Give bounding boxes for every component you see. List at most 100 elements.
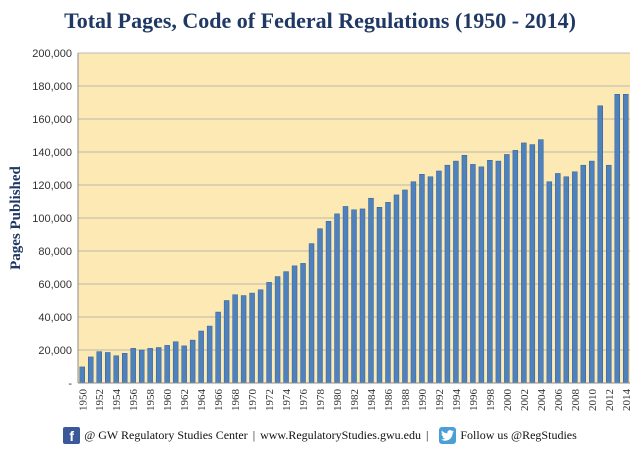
y-tick-label: 60,000 (38, 279, 72, 291)
y-tick-label: 40,000 (38, 312, 72, 324)
y-tick-label: 20,000 (38, 345, 72, 357)
bar-1969 (240, 295, 247, 384)
bar-1975 (291, 265, 298, 384)
bar-1976 (300, 263, 306, 384)
x-tick-label: 1994 (451, 389, 463, 412)
x-tick-label: 1962 (179, 389, 191, 411)
bar-1971 (257, 289, 264, 384)
bar-2008 (572, 171, 578, 384)
bar-1993 (444, 164, 451, 384)
x-tick-label: 1966 (213, 389, 225, 412)
bar-1964 (198, 330, 204, 384)
x-tick-label: 2002 (519, 389, 531, 411)
bar-1998 (487, 160, 493, 384)
bar-1974 (283, 271, 289, 384)
x-tick-label: 1988 (400, 389, 412, 412)
footer-website-link[interactable]: www.RegulatoryStudies.gwu.edu (260, 427, 421, 442)
bar-2013 (614, 94, 620, 384)
bar-2003 (529, 144, 536, 384)
bar-1990 (419, 174, 425, 384)
footer-follow-text[interactable]: Follow us @RegStudies (460, 427, 577, 442)
y-tick-label: 80,000 (38, 246, 72, 258)
chart-title: Total Pages, Code of Federal Regulations… (64, 8, 576, 33)
bar-2012 (606, 164, 612, 384)
x-tick-label: 2010 (587, 389, 599, 412)
x-tick-label: 1960 (162, 389, 174, 412)
bar-1950 (79, 366, 85, 384)
bar-1973 (274, 276, 281, 384)
bar-1977 (308, 243, 315, 384)
bar-1954 (113, 355, 119, 384)
twitter-icon[interactable] (439, 426, 457, 444)
bar-1967 (223, 300, 230, 384)
x-tick-label: 1954 (111, 389, 123, 412)
footer: f @ GW Regulatory Studies Center | www.R… (0, 423, 640, 447)
x-tick-label: 1972 (264, 389, 276, 411)
bar-1970 (249, 292, 255, 384)
bar-2002 (521, 142, 527, 384)
bar-1952 (96, 351, 102, 384)
bar-1962 (181, 345, 187, 384)
bar-1956 (130, 348, 136, 384)
bar-1959 (155, 347, 162, 384)
x-tick-label: 1964 (196, 389, 208, 412)
bar-1965 (206, 325, 213, 384)
bar-2004 (538, 139, 544, 384)
y-tick-label: 120,000 (32, 180, 72, 192)
footer-organization: @ GW Regulatory Studies Center (84, 427, 248, 442)
bar-1960 (164, 345, 170, 384)
bar-1997 (478, 166, 485, 384)
x-tick-label: 1980 (332, 389, 344, 412)
bar-2014 (623, 94, 629, 384)
bar-1996 (470, 164, 476, 384)
x-tick-label: 2012 (604, 389, 616, 411)
bar-1991 (427, 176, 434, 384)
x-tick-label: 1986 (383, 389, 395, 412)
bar-1985 (376, 207, 383, 384)
footer-separator-2: | (425, 427, 429, 442)
x-tick-label: 1970 (247, 389, 259, 412)
bar-1992 (436, 170, 442, 384)
y-axis-label: Pages Published (8, 165, 24, 269)
bar-1958 (147, 348, 153, 384)
x-tick-label: 2000 (502, 389, 514, 412)
y-axis-ticks: - 20,000 40,000 60,000 80,000 100,000 120,000 1… (32, 48, 72, 390)
bar-2000 (504, 154, 510, 384)
x-tick-label: 1984 (366, 389, 378, 412)
facebook-icon[interactable]: f (63, 426, 81, 444)
bar-1951 (88, 356, 94, 384)
x-tick-label: 1952 (94, 389, 106, 411)
bar-2009 (580, 164, 587, 384)
x-tick-label: 1950 (77, 389, 89, 412)
bar-1981 (342, 206, 349, 384)
bar-2006 (555, 173, 561, 384)
bar-1988 (402, 189, 408, 384)
x-tick-label: 2008 (570, 389, 582, 412)
bar-1957 (138, 349, 145, 384)
bar-1966 (215, 311, 221, 384)
bar-2010 (589, 160, 595, 384)
x-tick-label: 2014 (621, 389, 633, 412)
y-tick-label: 180,000 (32, 81, 72, 93)
bar-1984 (368, 197, 374, 384)
x-tick-label: 1992 (434, 389, 446, 411)
bar-1979 (325, 221, 332, 384)
y-tick-label: 200,000 (32, 48, 72, 60)
bar-1999 (495, 160, 502, 384)
x-tick-label: 1968 (230, 389, 242, 412)
footer-separator: | (252, 427, 256, 442)
bar-2007 (563, 176, 570, 384)
y-tick-label: 140,000 (32, 147, 72, 159)
x-tick-label: 1982 (349, 389, 361, 411)
bar-1968 (232, 294, 238, 384)
x-tick-label: 1976 (298, 389, 310, 412)
x-tick-label: 2006 (553, 389, 565, 412)
bar-1953 (105, 352, 111, 384)
bar-1963 (189, 339, 196, 384)
x-axis-ticks: 1950 1952 1954 1956 1958 1960 1962 1964 1966 1968… (77, 389, 633, 412)
bar-2011 (597, 105, 603, 384)
bar-1961 (172, 341, 179, 384)
x-tick-label: 1998 (485, 389, 497, 412)
bar-1994 (453, 160, 459, 384)
x-tick-label: 1990 (417, 389, 429, 412)
